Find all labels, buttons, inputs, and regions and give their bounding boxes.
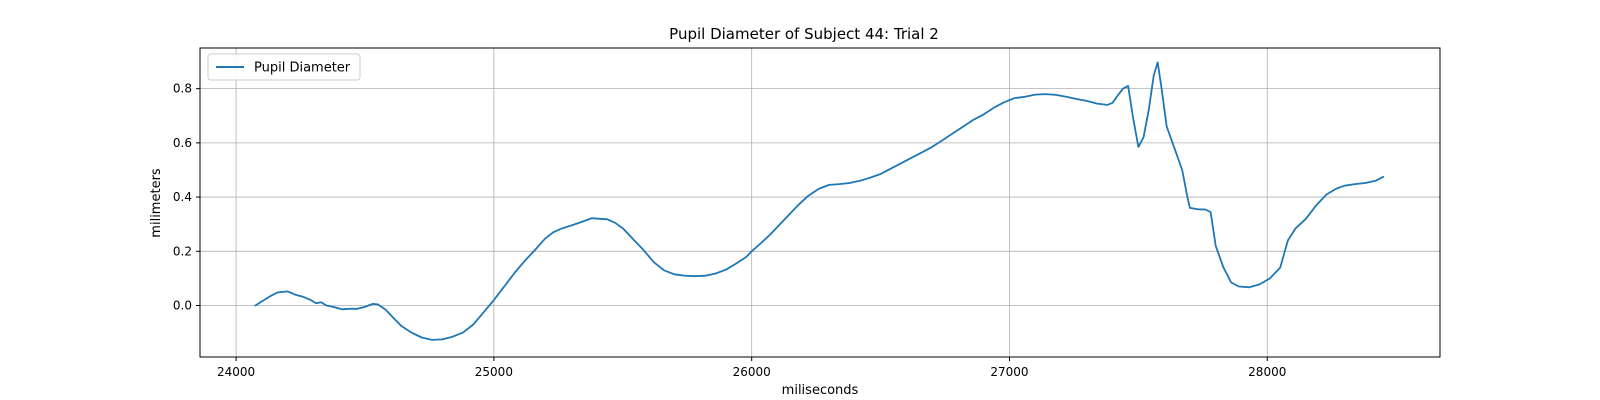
x-axis: 24000 25000 26000 27000 28000 — [217, 357, 1286, 379]
plot-frame — [199, 47, 1441, 358]
legend-label: Pupil Diameter — [254, 61, 351, 76]
x-tick-label: 25000 — [475, 365, 513, 379]
series-line-pupil-diameter — [254, 61, 1385, 341]
y-tick-label: 0.6 — [173, 136, 192, 150]
chart-title: Pupil Diameter of Subject 44: Trial 2 — [669, 25, 939, 43]
y-tick-label: 0.4 — [173, 190, 192, 204]
legend-box — [207, 53, 361, 81]
x-tick-label: 28000 — [1248, 365, 1286, 379]
x-tick-label: 27000 — [990, 365, 1028, 379]
legend: Pupil Diameter — [207, 53, 361, 81]
x-tick-label: 26000 — [733, 365, 771, 379]
y-tick-label: 0.2 — [173, 244, 192, 258]
x-tick-label: 24000 — [217, 365, 255, 379]
y-axis: 0.0 0.2 0.4 0.6 0.8 — [173, 82, 200, 313]
y-axis-label: milimeters — [149, 168, 164, 238]
y-tick-label: 0.0 — [173, 299, 192, 313]
grid-lines — [200, 48, 1440, 357]
x-axis-label: miliseconds — [782, 383, 859, 398]
plot-area — [254, 61, 1385, 341]
y-tick-label: 0.8 — [173, 82, 192, 96]
